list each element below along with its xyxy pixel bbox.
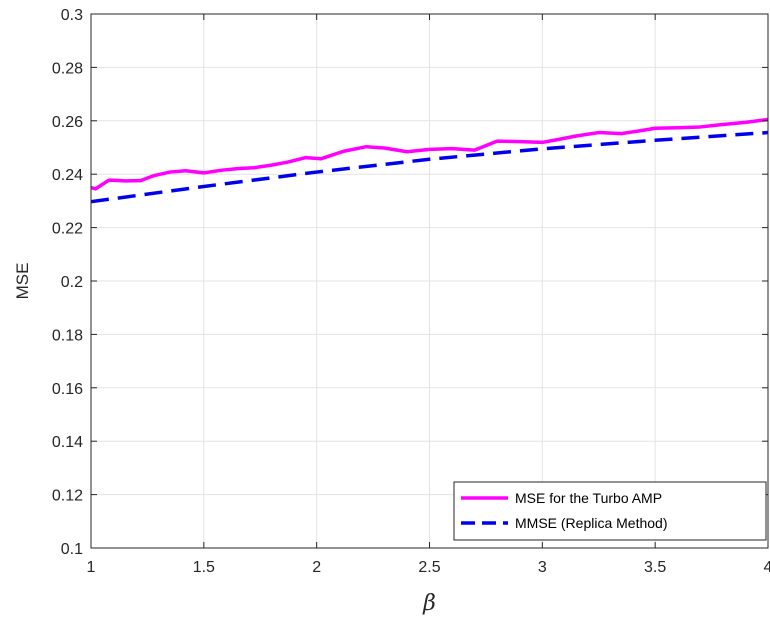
x-tick-label: 4 (764, 559, 770, 576)
series-line-1 (90, 130, 769, 204)
legend-box (453, 481, 767, 541)
y-tick-label: 0.28 (52, 60, 83, 77)
y-tick-labels: 0.1 0.12 0.14 0.16 0.18 0.2 0.22 0.24 0.26 0.28 0.… (52, 7, 83, 558)
y-tick-label: 0.14 (52, 434, 83, 451)
x-tick-label: 1.5 (193, 559, 215, 576)
y-axis-label: MSE (13, 263, 32, 300)
y-tick-label: 0.1 (61, 541, 83, 558)
series-line-0 (90, 117, 769, 191)
y-tick-label: 0.16 (52, 381, 83, 398)
y-tick-label: 0.3 (61, 7, 83, 24)
series-lines (90, 117, 769, 204)
legend-label-mmse: MMSE (Replica Method) (515, 515, 668, 531)
x-tick-label: 3.5 (644, 559, 666, 576)
y-tick-label: 0.2 (61, 274, 83, 291)
y-tick-label: 0.26 (52, 114, 83, 131)
x-axis-label: β (422, 591, 436, 616)
x-tick-label: 2.5 (418, 559, 440, 576)
legend: MSE for the Turbo AMP MMSE (Replica Meth… (453, 481, 767, 541)
x-tick-label: 3 (538, 559, 547, 576)
legend-label-turbo-amp: MSE for the Turbo AMP (515, 490, 662, 506)
y-tick-label: 0.18 (52, 327, 83, 344)
y-tick-label: 0.12 (52, 488, 83, 505)
y-tick-label: 0.24 (52, 167, 83, 184)
x-tick-label: 2 (312, 559, 321, 576)
grid (90, 13, 769, 549)
x-tick-label: 1 (87, 559, 96, 576)
y-tick-label: 0.22 (52, 221, 83, 238)
x-tick-labels: 1 1.5 2 2.5 3 3.5 4 (87, 559, 770, 576)
